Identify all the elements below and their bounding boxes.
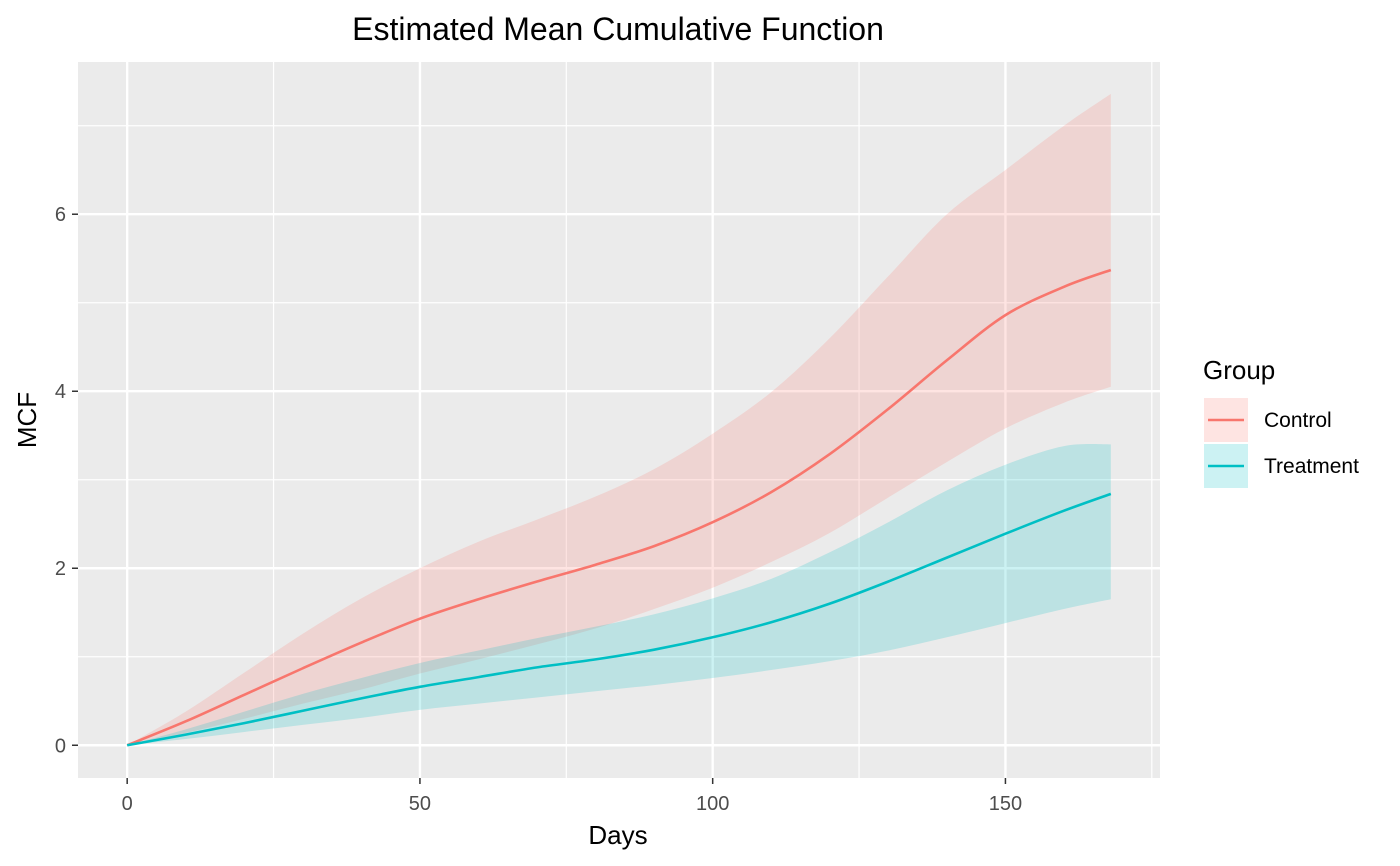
ribbon-control (127, 93, 1111, 746)
y-tick-label: 6 (55, 204, 66, 226)
x-axis-title: Days (588, 820, 647, 850)
legend-label-control: Control (1264, 409, 1332, 432)
confidence-ribbons (127, 93, 1111, 746)
chart-title: Estimated Mean Cumulative Function (352, 11, 884, 47)
legend-label-treatment: Treatment (1264, 455, 1359, 478)
ribbon-treatment (127, 444, 1111, 746)
x-tick-label: 0 (122, 793, 133, 815)
y-tick-label: 4 (55, 381, 66, 403)
x-tick-label: 100 (696, 793, 729, 815)
y-tick-label: 2 (55, 558, 66, 580)
grid-minor (78, 62, 1160, 778)
y-axis-title: MCF (12, 392, 42, 448)
x-tick-label: 50 (409, 793, 431, 815)
series-lines (126, 268, 1112, 747)
x-axis: 0 50 100 150 (122, 778, 1022, 815)
legend-title: Group (1203, 355, 1275, 385)
y-tick-label: 0 (55, 735, 66, 757)
x-tick-label: 150 (989, 793, 1022, 815)
plot-panel (78, 62, 1160, 778)
line-treatment (126, 492, 1112, 747)
y-axis: 0 2 4 6 (55, 204, 78, 757)
line-control (126, 268, 1112, 747)
grid-major (78, 62, 1160, 778)
legend: Group Control Treatment (1203, 355, 1359, 488)
